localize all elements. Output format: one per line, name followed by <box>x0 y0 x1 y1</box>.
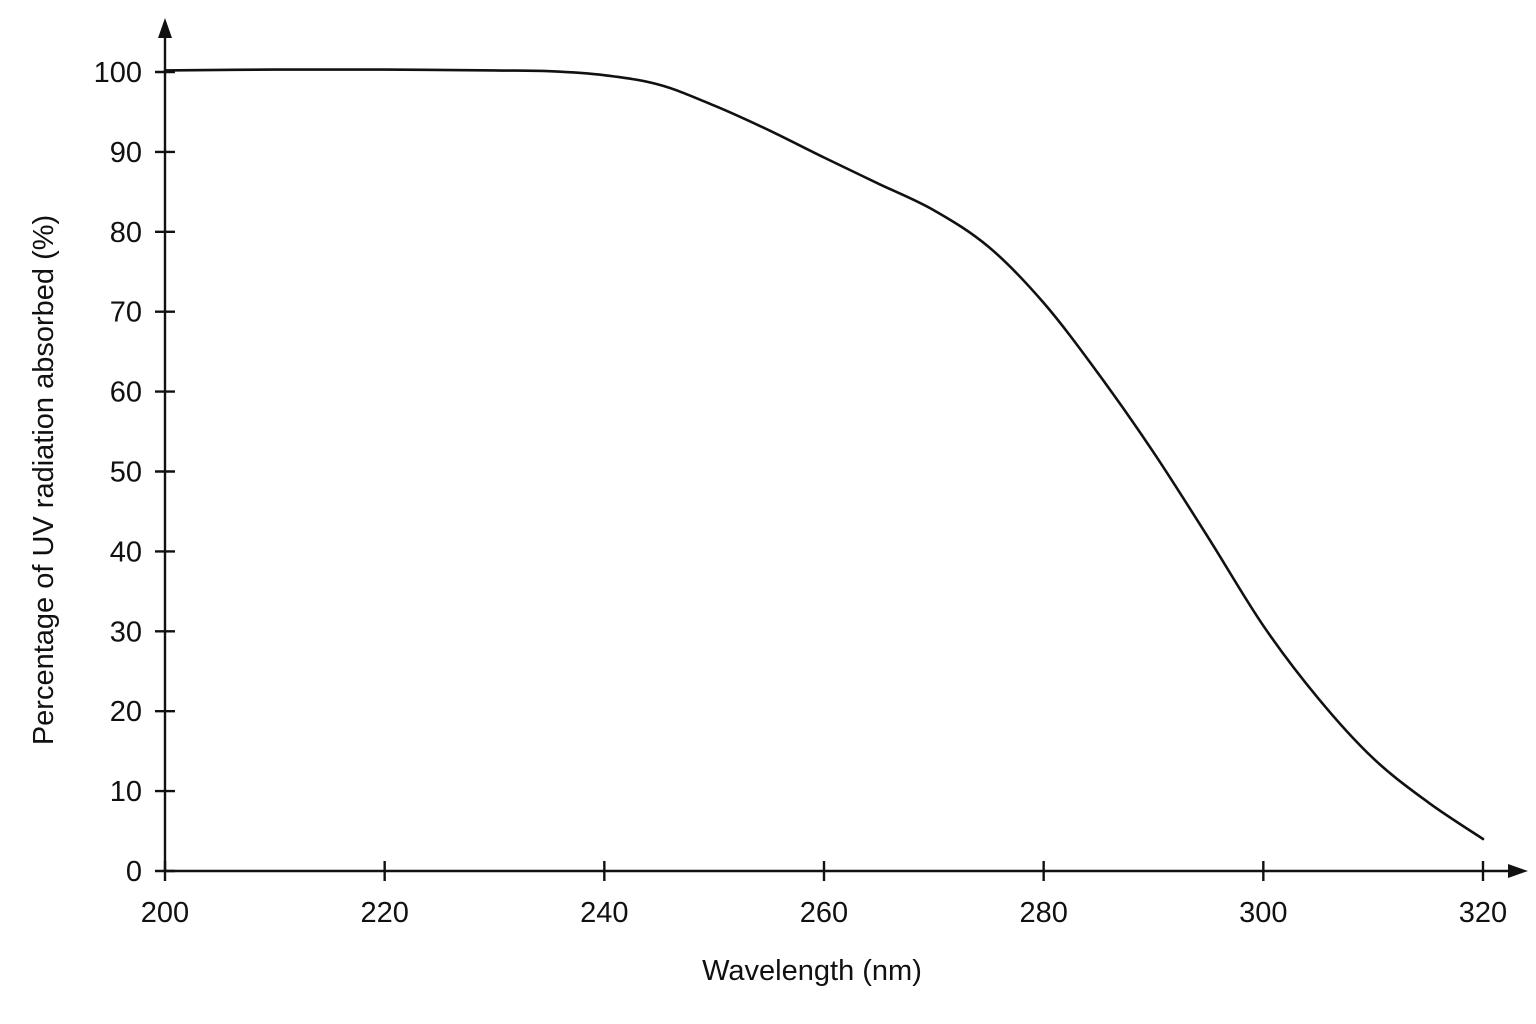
x-tick-label: 320 <box>1459 897 1507 929</box>
y-tick-label: 100 <box>94 57 142 89</box>
y-ticks: 0 10 20 30 40 50 60 70 80 90 100 <box>94 57 175 888</box>
y-tick-label: 60 <box>110 377 142 409</box>
axes <box>158 18 1528 878</box>
y-tick-label: 0 <box>126 856 142 888</box>
x-axis-arrow-icon <box>1508 864 1528 878</box>
x-tick-label: 260 <box>800 897 848 929</box>
y-tick-label: 50 <box>110 457 142 489</box>
y-tick-label: 10 <box>110 776 142 808</box>
y-tick-label: 30 <box>110 616 142 648</box>
x-tick-label: 220 <box>360 897 408 929</box>
y-tick-label: 80 <box>110 217 142 249</box>
y-tick-label: 90 <box>110 137 142 169</box>
y-axis-title: Percentage of UV radiation absorbed (%) <box>28 215 60 745</box>
x-tick-label: 300 <box>1239 897 1287 929</box>
x-tick-label: 280 <box>1019 897 1067 929</box>
y-tick-label: 70 <box>110 297 142 329</box>
x-tick-label: 200 <box>141 897 189 929</box>
y-tick-label: 20 <box>110 696 142 728</box>
x-axis-title: Wavelength (nm) <box>702 955 922 987</box>
x-ticks: 200 220 240 260 280 300 320 <box>141 861 1507 929</box>
y-axis-arrow-icon <box>158 18 172 38</box>
absorption-curve <box>163 68 1485 841</box>
y-tick-label: 40 <box>110 536 142 568</box>
x-tick-label: 240 <box>580 897 628 929</box>
series-layer <box>163 68 1485 841</box>
